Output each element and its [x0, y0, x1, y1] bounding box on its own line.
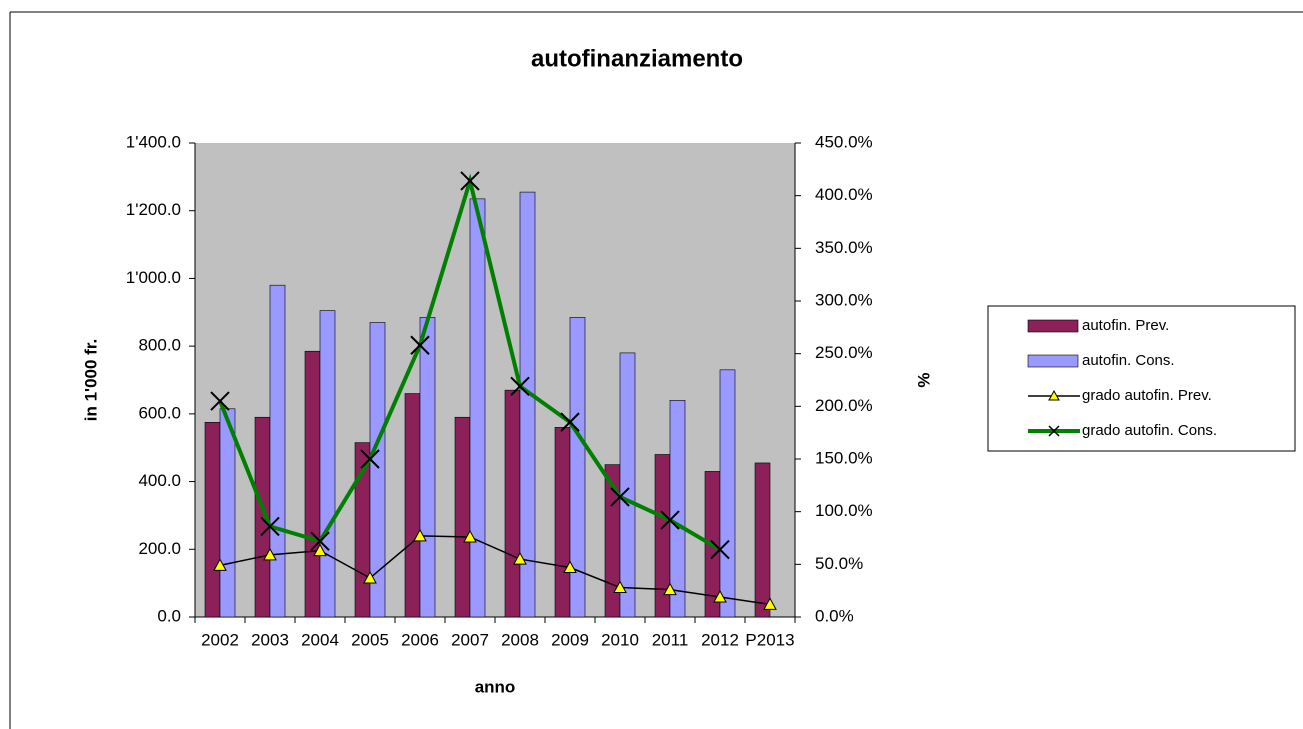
bar: [719, 369, 736, 618]
marker-x: [510, 376, 530, 397]
legend-label: grado autofin. Cons.: [1082, 422, 1217, 439]
y2-tick-label: 150.0%: [815, 448, 873, 467]
x-tick-label: 2009: [551, 630, 589, 649]
marker-triangle: [613, 580, 627, 594]
bar: [269, 284, 286, 618]
legend-label: autofin. Cons.: [1082, 352, 1175, 369]
bar: [569, 317, 586, 618]
y-tick-label: 200.0: [138, 539, 181, 558]
y-tick-label: 1'000.0: [126, 268, 181, 287]
bar: [669, 400, 686, 618]
marker-x: [660, 510, 680, 530]
y2-tick-label: 200.0%: [815, 396, 873, 415]
x-tick-label: 2005: [351, 630, 389, 649]
bar: [754, 462, 771, 618]
bar: [219, 408, 236, 618]
x-tick-label: 2002: [201, 630, 239, 649]
y2-tick-label: 300.0%: [815, 290, 873, 309]
y-tick-label: 0.0: [157, 606, 181, 625]
bar: [319, 310, 336, 618]
legend-label: grado autofin. Prev.: [1082, 387, 1212, 404]
x-tick-label: 2010: [601, 630, 639, 649]
marker-x: [210, 391, 230, 411]
y-tick-label: 1'400.0: [126, 132, 181, 151]
bar: [419, 317, 436, 618]
legend-marker: [1048, 389, 1060, 401]
y2-tick-label: 400.0%: [815, 185, 873, 204]
marker-x: [410, 335, 430, 355]
bar: [404, 393, 421, 618]
bar: [204, 422, 221, 618]
legend-swatch: [1027, 354, 1079, 368]
marker-x: [610, 487, 630, 507]
legend-label: autofin. Prev.: [1082, 317, 1169, 334]
x-tick-label: P2013: [745, 630, 794, 649]
plot-area: [195, 143, 795, 617]
chart-title: autofinanziamento: [531, 45, 743, 72]
y2-tick-label: 50.0%: [815, 554, 863, 573]
y-axis-label: in 1'000 fr.: [81, 339, 100, 421]
line: [219, 535, 771, 606]
marker-triangle: [313, 543, 327, 557]
bar: [554, 427, 571, 618]
marker-x: [360, 449, 380, 469]
x-axis-label: anno: [475, 677, 516, 696]
x-tick-label: 2008: [501, 630, 539, 649]
marker-triangle: [563, 560, 577, 573]
bar: [304, 350, 321, 618]
y2-axis-label: %: [914, 372, 933, 387]
y2-tick-label: 450.0%: [815, 132, 873, 151]
marker-triangle: [763, 597, 777, 610]
x-tick-label: 2007: [451, 630, 489, 649]
bar: [519, 191, 536, 618]
y-tick-label: 1'200.0: [126, 200, 181, 219]
marker-triangle: [463, 529, 477, 543]
x-tick-label: 2011: [652, 630, 689, 649]
marker-triangle: [513, 552, 527, 565]
bar: [619, 352, 636, 618]
marker-triangle: [213, 558, 227, 571]
marker-triangle: [263, 547, 277, 561]
y-tick-label: 400.0: [138, 471, 181, 490]
x-tick-label: 2004: [301, 630, 339, 649]
marker-triangle: [663, 582, 677, 596]
marker-triangle: [413, 528, 427, 542]
marker-x: [710, 539, 730, 560]
y-tick-label: 600.0: [138, 403, 181, 422]
x-tick-label: 2003: [251, 630, 289, 649]
y2-tick-label: 0.0%: [815, 606, 854, 625]
y2-tick-label: 250.0%: [815, 343, 873, 362]
marker-x: [260, 516, 280, 537]
x-tick-label: 2006: [401, 630, 439, 649]
marker-x: [560, 412, 580, 432]
marker-x: [460, 171, 480, 191]
legend-marker: [1048, 425, 1060, 437]
y2-tick-label: 350.0%: [815, 238, 873, 257]
bar: [369, 322, 386, 618]
y-tick-label: 800.0: [138, 336, 181, 355]
marker-triangle: [363, 570, 377, 584]
marker-triangle: [713, 589, 727, 603]
x-tick-label: 2012: [701, 630, 739, 649]
y2-tick-label: 100.0%: [815, 501, 873, 520]
marker-x: [310, 531, 330, 551]
bar: [454, 416, 471, 618]
legend-swatch: [1027, 319, 1079, 333]
bar: [469, 198, 486, 618]
bar: [504, 389, 521, 618]
